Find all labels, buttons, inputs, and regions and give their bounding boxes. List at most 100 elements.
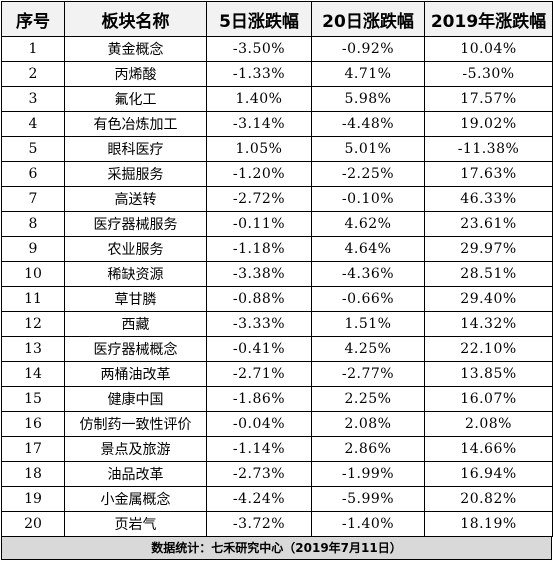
cell-2019-change: -5.30% — [424, 61, 553, 87]
table-row: 20 页岩气 -3.72% -1.40% 18.19% — [1, 511, 553, 537]
cell-20day-change: 2.86% — [311, 436, 425, 462]
table-row: 7 高送转 -2.72% -0.10% 46.33% — [1, 186, 553, 212]
cell-5day-change: -1.86% — [206, 386, 312, 412]
cell-20day-change: -1.40% — [311, 511, 425, 537]
cell-5day-change: -1.14% — [206, 436, 312, 462]
table-row: 18 油品改革 -2.73% -1.99% 16.94% — [1, 461, 553, 487]
cell-index: 1 — [1, 36, 65, 62]
cell-sector-name: 采掘服务 — [64, 161, 207, 187]
cell-20day-change: 4.71% — [311, 61, 425, 87]
cell-20day-change: -4.48% — [311, 111, 425, 137]
table-row: 10 稀缺资源 -3.38% -4.36% 28.51% — [1, 261, 553, 287]
cell-20day-change: -5.99% — [311, 486, 425, 512]
table-row: 6 采掘服务 -1.20% -2.25% 17.63% — [1, 161, 553, 187]
cell-5day-change: -0.04% — [206, 411, 312, 437]
header-20day-change: 20日涨跌幅 — [311, 1, 425, 37]
table-row: 3 氟化工 1.40% 5.98% 17.57% — [1, 86, 553, 112]
cell-index: 9 — [1, 236, 65, 262]
table-row: 19 小金属概念 -4.24% -5.99% 20.82% — [1, 486, 553, 512]
cell-sector-name: 农业服务 — [64, 236, 207, 262]
table-row: 1 黄金概念 -3.50% -0.92% 10.04% — [1, 36, 553, 62]
cell-2019-change: 17.63% — [424, 161, 553, 187]
cell-index: 16 — [1, 411, 65, 437]
cell-5day-change: 1.05% — [206, 136, 312, 162]
cell-2019-change: 16.94% — [424, 461, 553, 487]
cell-2019-change: 23.61% — [424, 211, 553, 237]
cell-index: 20 — [1, 511, 65, 537]
sector-performance-table: 序号 板块名称 5日涨跌幅 20日涨跌幅 2019年涨跌幅 1 黄金概念 -3.50… — [1, 1, 553, 537]
cell-sector-name: 高送转 — [64, 186, 207, 212]
header-2019-change: 2019年涨跌幅 — [424, 1, 553, 37]
cell-5day-change: -2.72% — [206, 186, 312, 212]
header-row: 序号 板块名称 5日涨跌幅 20日涨跌幅 2019年涨跌幅 — [1, 1, 553, 37]
table-row: 11 草甘膦 -0.88% -0.66% 29.40% — [1, 286, 553, 312]
table-row: 8 医疗器械服务 -0.11% 4.62% 23.61% — [1, 211, 553, 237]
cell-5day-change: -4.24% — [206, 486, 312, 512]
cell-5day-change: -1.18% — [206, 236, 312, 262]
cell-2019-change: 29.40% — [424, 286, 553, 312]
cell-5day-change: -3.38% — [206, 261, 312, 287]
cell-2019-change: 17.57% — [424, 86, 553, 112]
cell-20day-change: 4.25% — [311, 336, 425, 362]
cell-sector-name: 稀缺资源 — [64, 261, 207, 287]
cell-index: 18 — [1, 461, 65, 487]
cell-index: 8 — [1, 211, 65, 237]
cell-sector-name: 眼科医疗 — [64, 136, 207, 162]
cell-2019-change: 10.04% — [424, 36, 553, 62]
cell-2019-change: 18.19% — [424, 511, 553, 537]
cell-5day-change: -0.41% — [206, 336, 312, 362]
cell-20day-change: 5.01% — [311, 136, 425, 162]
cell-20day-change: 2.08% — [311, 411, 425, 437]
table-row: 15 健康中国 -1.86% 2.25% 16.07% — [1, 386, 553, 412]
cell-index: 7 — [1, 186, 65, 212]
cell-5day-change: -0.88% — [206, 286, 312, 312]
cell-5day-change: -2.73% — [206, 461, 312, 487]
cell-20day-change: 5.98% — [311, 86, 425, 112]
cell-2019-change: 14.66% — [424, 436, 553, 462]
cell-2019-change: 13.85% — [424, 361, 553, 387]
table-row: 9 农业服务 -1.18% 4.64% 29.97% — [1, 236, 553, 262]
cell-sector-name: 医疗器械服务 — [64, 211, 207, 237]
cell-5day-change: -2.71% — [206, 361, 312, 387]
cell-index: 10 — [1, 261, 65, 287]
cell-index: 11 — [1, 286, 65, 312]
table-row: 14 两桶油改革 -2.71% -2.77% 13.85% — [1, 361, 553, 387]
table-body: 1 黄金概念 -3.50% -0.92% 10.04% 2 丙烯酸 -1.33% 4.71% -5… — [1, 36, 553, 537]
cell-sector-name: 油品改革 — [64, 461, 207, 487]
table-row: 4 有色冶炼加工 -3.14% -4.48% 19.02% — [1, 111, 553, 137]
cell-sector-name: 两桶油改革 — [64, 361, 207, 387]
cell-2019-change: 46.33% — [424, 186, 553, 212]
cell-5day-change: -3.72% — [206, 511, 312, 537]
cell-2019-change: 14.32% — [424, 311, 553, 337]
cell-20day-change: -1.99% — [311, 461, 425, 487]
cell-index: 4 — [1, 111, 65, 137]
cell-20day-change: -0.92% — [311, 36, 425, 62]
cell-index: 17 — [1, 436, 65, 462]
cell-index: 13 — [1, 336, 65, 362]
cell-20day-change: -2.77% — [311, 361, 425, 387]
table-row: 16 仿制药一致性评价 -0.04% 2.08% 2.08% — [1, 411, 553, 437]
cell-5day-change: -3.50% — [206, 36, 312, 62]
cell-sector-name: 小金属概念 — [64, 486, 207, 512]
cell-sector-name: 草甘膦 — [64, 286, 207, 312]
table-row: 5 眼科医疗 1.05% 5.01% -11.38% — [1, 136, 553, 162]
header-sector-name: 板块名称 — [64, 1, 207, 37]
cell-index: 6 — [1, 161, 65, 187]
cell-20day-change: 2.25% — [311, 386, 425, 412]
cell-sector-name: 健康中国 — [64, 386, 207, 412]
cell-20day-change: 4.62% — [311, 211, 425, 237]
cell-20day-change: 1.51% — [311, 311, 425, 337]
source-footer: 数据统计：七禾研究中心（2019年7月11日） — [1, 537, 552, 560]
cell-sector-name: 页岩气 — [64, 511, 207, 537]
header-index: 序号 — [1, 1, 65, 37]
cell-index: 3 — [1, 86, 65, 112]
cell-5day-change: -3.33% — [206, 311, 312, 337]
cell-2019-change: 28.51% — [424, 261, 553, 287]
cell-sector-name: 西藏 — [64, 311, 207, 337]
cell-2019-change: 29.97% — [424, 236, 553, 262]
cell-sector-name: 有色冶炼加工 — [64, 111, 207, 137]
cell-20day-change: -0.66% — [311, 286, 425, 312]
cell-index: 2 — [1, 61, 65, 87]
cell-index: 14 — [1, 361, 65, 387]
cell-2019-change: -11.38% — [424, 136, 553, 162]
